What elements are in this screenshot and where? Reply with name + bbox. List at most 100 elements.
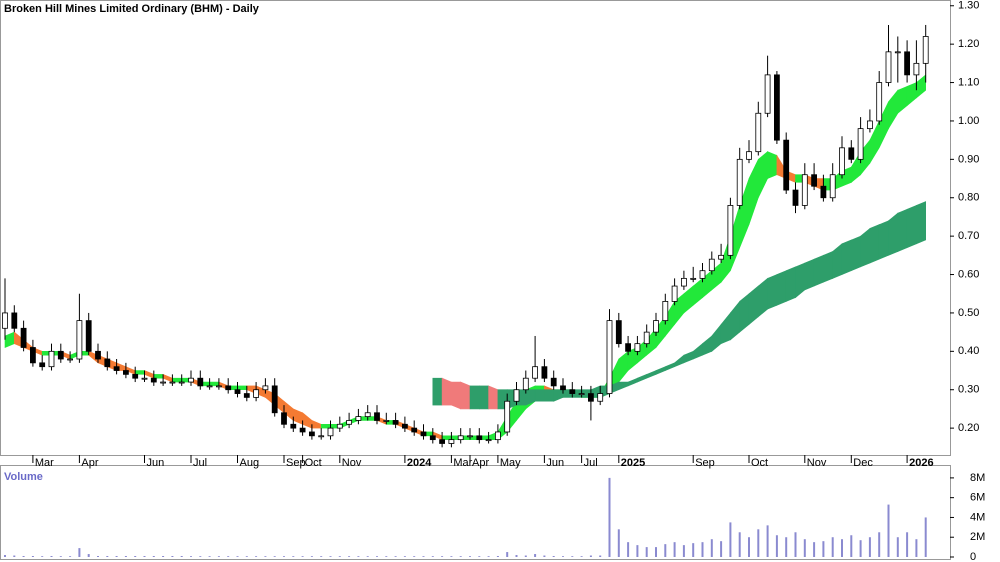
candle-body: [346, 420, 353, 425]
volume-bar: [190, 556, 192, 557]
candle-body: [197, 377, 204, 387]
candle-body: [420, 431, 427, 437]
candle-body: [792, 189, 799, 206]
candle-body: [141, 377, 148, 380]
x-tick-label: 2025: [621, 457, 645, 469]
volume-bar: [31, 556, 34, 557]
volume-bar: [162, 556, 165, 557]
candle-body: [188, 377, 194, 383]
ma-band: [906, 82, 917, 107]
ma-band: [134, 370, 145, 375]
volume-bar: [171, 556, 174, 557]
volume-bar: [329, 556, 332, 557]
ma-band: [469, 385, 480, 410]
ma-band: [441, 377, 452, 406]
candle-body: [801, 174, 808, 206]
price-frame: [0, 0, 951, 456]
candle-body: [485, 439, 492, 442]
candle-body: [85, 320, 92, 352]
ma-band: [441, 435, 452, 440]
candle-body: [281, 412, 287, 425]
candle-body: [225, 385, 232, 391]
volume-bar: [794, 532, 797, 557]
candle-body: [39, 362, 46, 368]
volume-bar: [366, 556, 369, 557]
candle-body: [783, 139, 790, 191]
volume-bar: [13, 555, 16, 557]
ma-band: [292, 408, 303, 425]
ma-band: [888, 212, 899, 256]
candle-body: [736, 158, 743, 206]
x-tick-label: Dec: [853, 457, 873, 469]
volume-bar: [338, 556, 341, 557]
ma-band: [692, 277, 703, 306]
ma-band: [897, 85, 908, 114]
volume-y-tick-label: 6M: [970, 492, 985, 504]
volume-bar: [636, 545, 639, 557]
ma-band: [878, 220, 889, 260]
candle-body: [215, 385, 222, 388]
ma-band: [153, 374, 164, 379]
ma-band: [618, 381, 629, 391]
volume-bar: [906, 532, 909, 557]
candle-body: [318, 435, 325, 438]
candle-body: [634, 343, 641, 352]
volume-bar: [357, 556, 360, 557]
candle-body: [848, 147, 855, 160]
candle-body: [708, 258, 715, 272]
candle-body: [615, 320, 622, 345]
candle-body: [476, 435, 483, 441]
candle-body: [532, 366, 538, 379]
ma-band: [757, 277, 768, 318]
x-tick-label: Apr: [81, 457, 98, 469]
candle-body: [429, 435, 436, 441]
volume-bar: [422, 556, 425, 557]
candle-body: [234, 389, 241, 394]
candle-body: [876, 82, 883, 122]
ma-band: [888, 89, 899, 130]
x-tick-label: 2026: [909, 457, 933, 469]
candle-body: [271, 385, 278, 414]
candle-body: [132, 373, 139, 379]
x-tick-label: Mar: [35, 457, 54, 469]
volume-frame: [0, 465, 951, 560]
candle-body: [11, 312, 18, 329]
candle-body: [820, 185, 827, 199]
candle-body: [690, 277, 697, 280]
volume-bar: [403, 556, 406, 557]
volume-bar: [217, 556, 220, 557]
y-tick-label: 0.20: [958, 422, 979, 434]
ma-band: [172, 377, 182, 383]
candle-body: [113, 366, 120, 371]
candle-body: [504, 400, 511, 433]
volume-bar: [627, 542, 630, 557]
candle-body: [392, 420, 399, 425]
volume-bar: [4, 555, 6, 557]
volume-bar: [41, 556, 44, 557]
ma-band: [897, 208, 908, 252]
ma-band: [813, 254, 824, 287]
volume-bar: [896, 537, 899, 557]
candle-body: [671, 285, 678, 302]
volume-bar: [450, 556, 453, 557]
volume-bar: [562, 556, 564, 557]
x-tick-label: Jun: [147, 457, 165, 469]
candle-body: [550, 377, 557, 387]
volume-bar: [915, 539, 918, 557]
y-tick-label: 0.60: [958, 268, 979, 280]
ma-band: [683, 285, 694, 314]
x-tick-label: Nov: [807, 457, 827, 469]
volume-bar: [868, 537, 871, 557]
volume-bar: [69, 556, 72, 557]
volume-bar: [59, 556, 62, 557]
candle-body: [123, 370, 129, 375]
ma-band: [916, 74, 927, 99]
y-tick-label: 0.40: [958, 345, 979, 357]
candle-body: [104, 358, 111, 368]
ma-band: [618, 350, 629, 383]
volume-bar: [692, 543, 695, 557]
candle-body: [885, 51, 892, 83]
volume-bar: [143, 556, 146, 557]
ma-band: [720, 312, 731, 345]
